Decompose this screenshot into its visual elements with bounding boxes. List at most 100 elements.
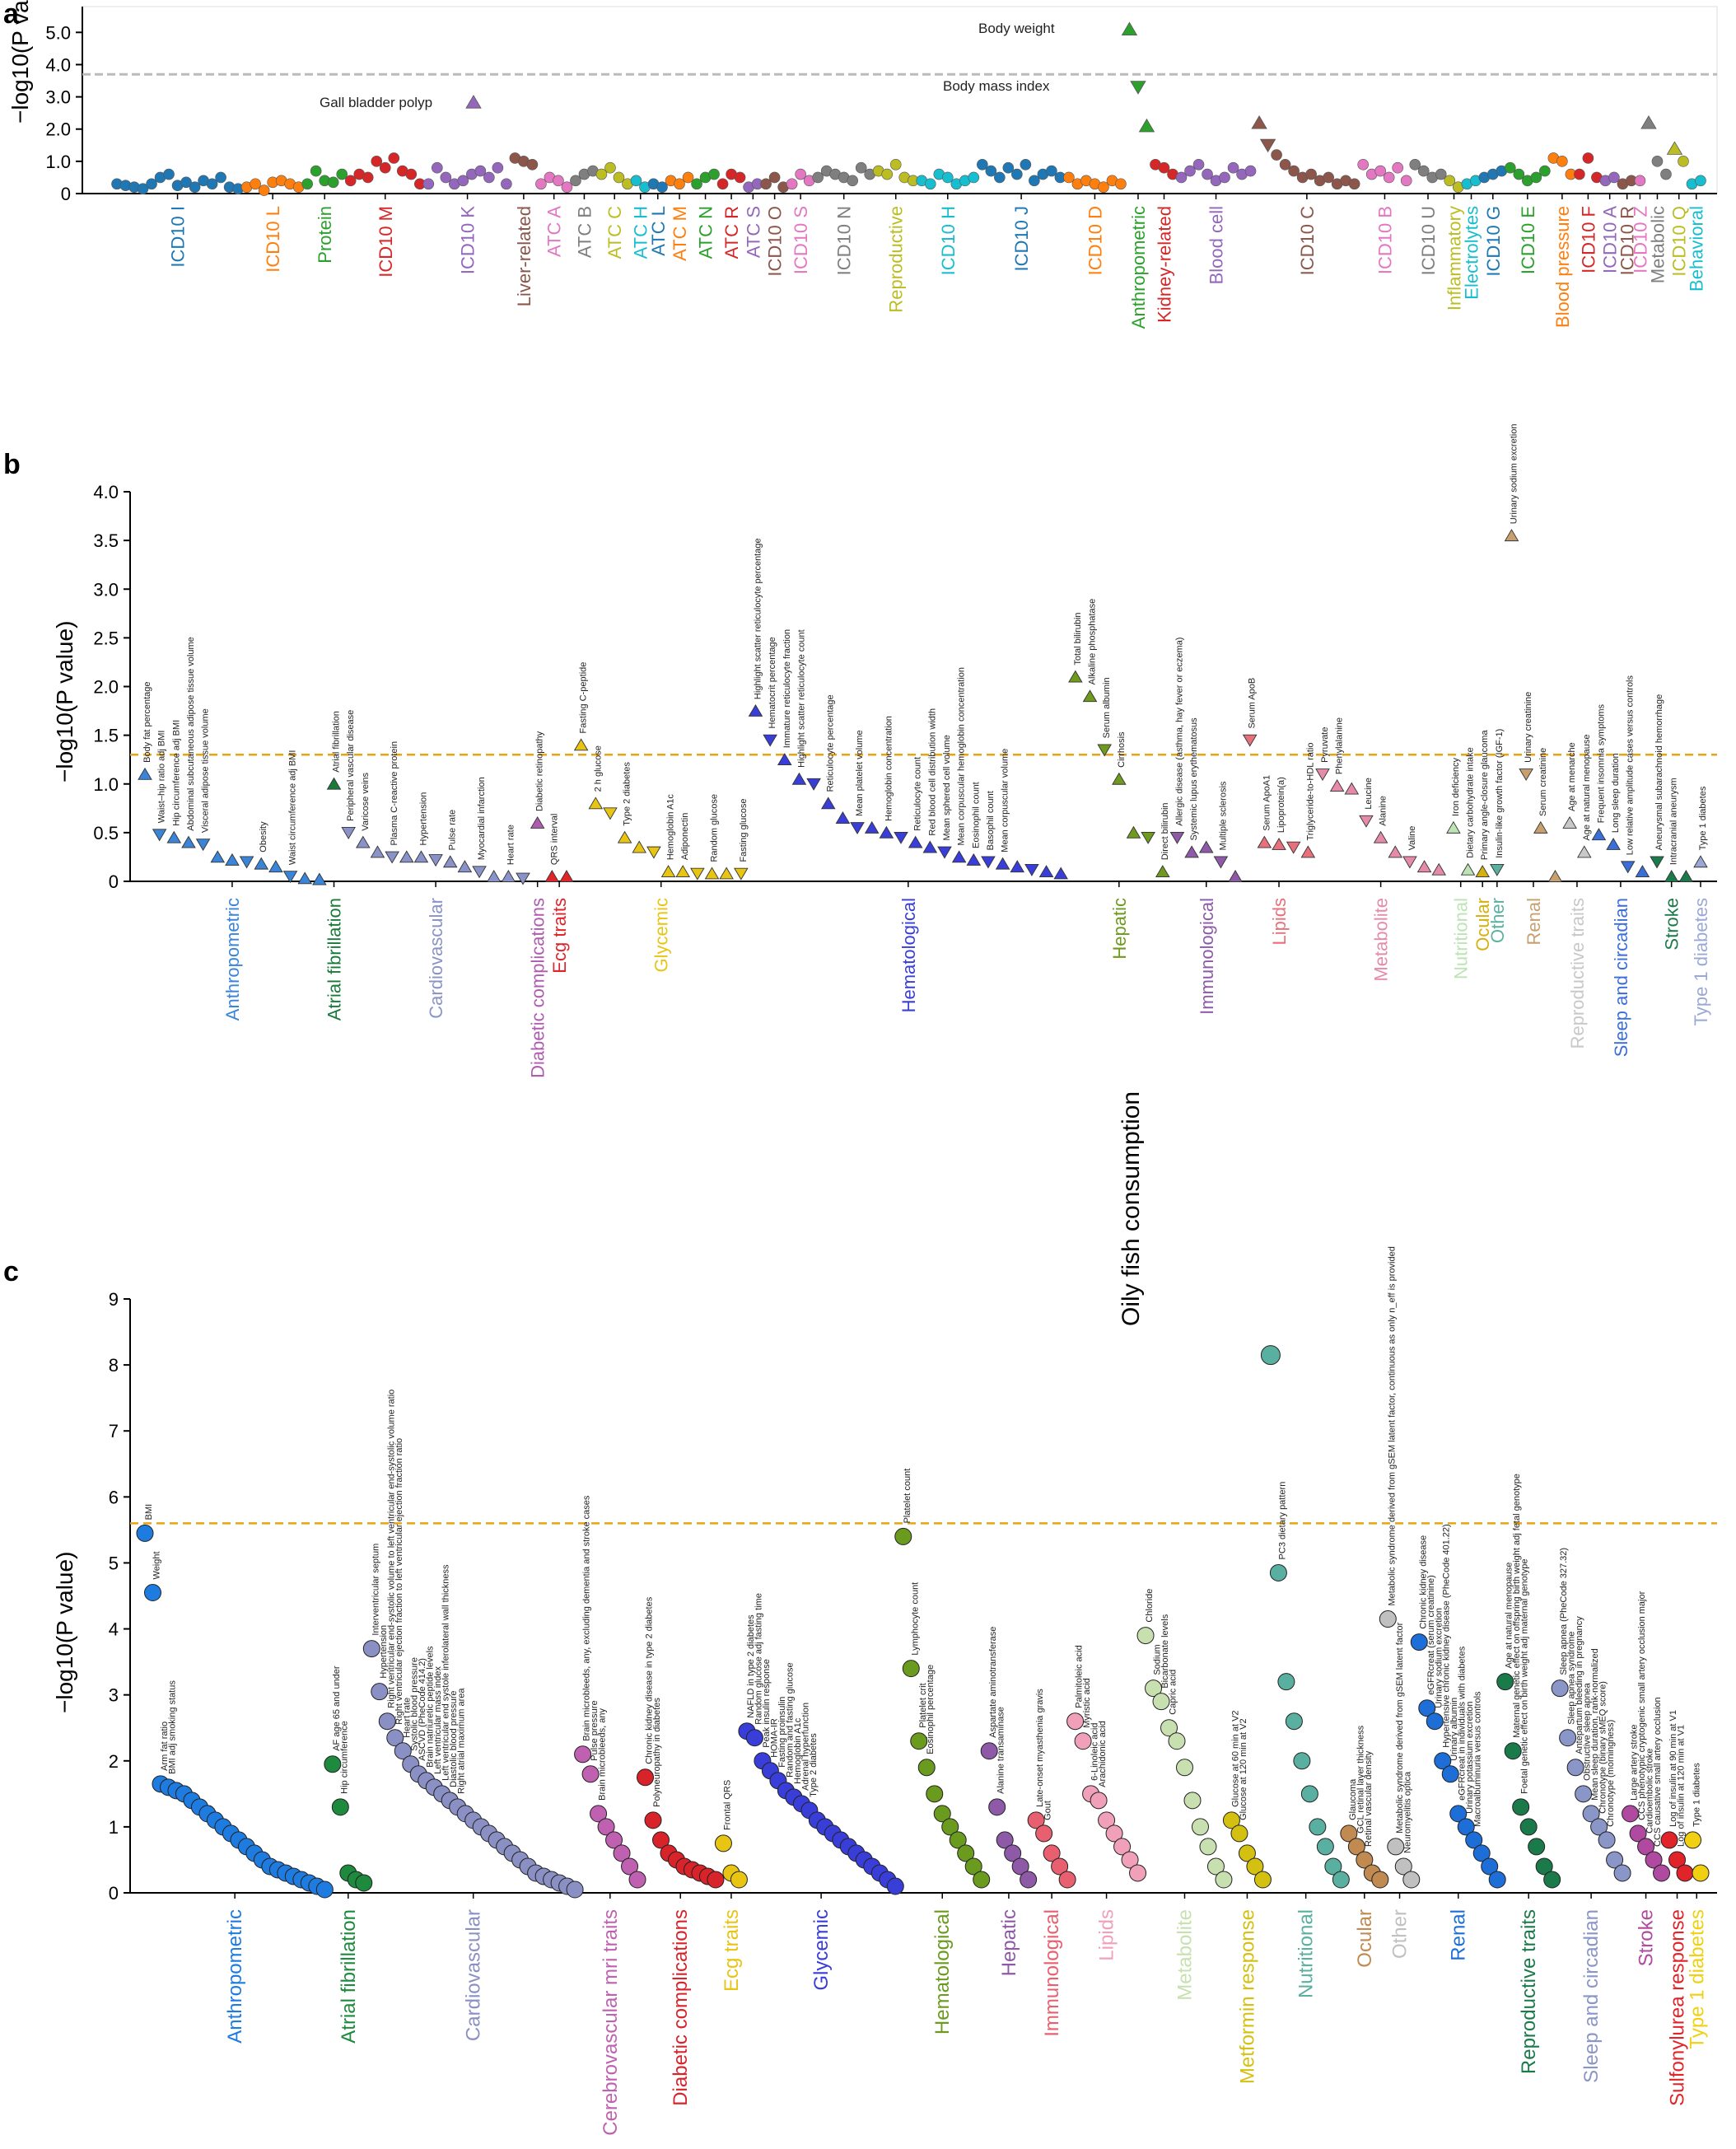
- panel-c-point-label: Bicarbonate levels: [1160, 1614, 1170, 1688]
- panel-b-point-metabolite: [1388, 845, 1403, 858]
- panel-c-point-hematological: [933, 1805, 951, 1823]
- panel-c-point-label: Polyneuropathy in diabetes: [652, 1698, 662, 1807]
- panel-a-category-behavioral: Behavioral: [1687, 206, 1707, 292]
- panel-b-point-metabolite: [1344, 782, 1360, 795]
- panel-b-point-sleep-and-circadian: [1606, 837, 1621, 850]
- panel-c-point-nutritional: [1277, 1673, 1295, 1691]
- panel-a-point-icd10-c: [1348, 178, 1360, 190]
- panel-c-point-lipids: [1090, 1792, 1108, 1810]
- panel-a-ytick-label: 1.0: [45, 152, 71, 172]
- panel-b-point-glycemic: [646, 846, 661, 859]
- panel-c-point-hepatic: [1004, 1844, 1022, 1862]
- panel-b-point-hepatic: [1097, 744, 1112, 757]
- panel-c-point-label: Hemoglobin A1c: [793, 1717, 803, 1784]
- panel-b-point-immunological: [1198, 840, 1214, 853]
- panel-b-ytick-label: 3.5: [93, 530, 119, 551]
- panel-c-category-cardiovascular: Cardiovascular: [463, 1909, 485, 2041]
- panel-a-point-icd10-u: [1417, 165, 1430, 177]
- panel-c-point-label: HOMA-IR: [769, 1718, 779, 1758]
- panel-c-point-label: Obstructive sleep apnea: [1583, 1682, 1593, 1781]
- panel-c-point-label: Pulse pressure: [590, 1700, 600, 1760]
- panel-b-category-reproductive-traits: Reproductive traits: [1567, 898, 1588, 1049]
- panel-b-point-metabolite: [1373, 830, 1388, 843]
- panel-b-point-hematological: [1053, 867, 1068, 880]
- panel-b-point-label: Pulse rate: [448, 810, 458, 851]
- panel-b-point-glycemic: [573, 738, 589, 751]
- panel-c-point-ocular: [1340, 1824, 1358, 1843]
- panel-c-point-label: Urinary sodium excretion: [1434, 1608, 1444, 1708]
- panel-a-point-icd10-j: [977, 158, 988, 171]
- panel-c-point-ocular: [1347, 1838, 1365, 1856]
- panel-c-point-label: Palmitoleic acid: [1075, 1645, 1085, 1708]
- panel-c-point-metformin-response: [1222, 1811, 1240, 1829]
- panel-b-point-glycemic: [660, 865, 676, 878]
- panel-b-point-label: Abdominal subcutaneous adipose tissue vo…: [186, 637, 196, 830]
- panel-a-category-icd10-z: ICD10 Z: [1630, 206, 1650, 273]
- panel-b-point-label: Systemic lupus erythematosus: [1189, 717, 1199, 841]
- panel-a-category-atc-a: ATC A: [544, 206, 565, 257]
- panel-a-point-icd10-b: [1383, 171, 1395, 184]
- panel-a-category-liver-related: Liver-related: [514, 206, 534, 306]
- panel-c-point-other: [1394, 1857, 1412, 1876]
- panel-c-point-anthropometric: [143, 1583, 161, 1601]
- panel-c-point-label: Foetal genetic effect on birth weight ad…: [1520, 1558, 1530, 1793]
- panel-a-category-blood-cell: Blood cell: [1206, 206, 1227, 284]
- panel-b-point-label: Serum ApoB: [1248, 678, 1258, 729]
- panel-c-point-ecg-traits: [730, 1871, 748, 1889]
- panel-a-point-icd10-c: [1251, 115, 1267, 129]
- label-gall-bladder-polyp: Gall bladder polyp: [320, 95, 432, 110]
- panel-c-category-sleep-and-circadian: Sleep and circadian: [1580, 1909, 1603, 2083]
- panel-a-point-anthropometric: [1138, 118, 1155, 133]
- panel-c-point-label: Glaucoma: [1348, 1778, 1358, 1820]
- panel-b-point-label: Highlight scatter reticulocyte count: [796, 629, 806, 768]
- panel-c-point-label: ASCVD (PheCode 414.2): [418, 1658, 427, 1761]
- panel-c-point-renal: [1481, 1857, 1499, 1876]
- panel-b-ytick-label: 1.0: [93, 774, 119, 795]
- panel-b-point-ecg-traits: [544, 870, 560, 882]
- panel-c-point-label: BMI adj smoking status: [167, 1680, 177, 1774]
- panel-b-point-label: Mean corpuscular volume: [1001, 749, 1010, 853]
- panel-c-point-label: Myristic acid: [1082, 1678, 1092, 1728]
- panel-b-point-anthropometric: [166, 830, 182, 843]
- panel-b-point-label: Total bilirubin: [1073, 612, 1083, 665]
- panel-c-point-sleep-and-circadian: [1566, 1759, 1584, 1777]
- panel-c-point-cerebrovascular-mri-traits: [597, 1818, 615, 1836]
- panel-c-ytick-label: 3: [109, 1685, 119, 1706]
- panel-b-point-label: Lipoprotein(a): [1276, 777, 1286, 833]
- panel-c-point-label: Systolic blood pressure: [410, 1657, 420, 1751]
- panel-b-point-label: Direct bilirubin: [1160, 802, 1170, 860]
- panel-b-point-label: Frequent insomnia symptoms: [1596, 703, 1606, 823]
- panel-b-point-label: Triglyceride-to-HDL ratio: [1305, 743, 1315, 841]
- panel-c-point-label: Weight: [152, 1551, 161, 1579]
- panel-a-point-protein: [310, 165, 322, 177]
- panel-b-point-immunological: [1169, 831, 1185, 844]
- panel-b-point-label: Cirrhosis: [1117, 731, 1127, 768]
- panel-b-point-reproductive-traits: [1562, 815, 1577, 829]
- panel-a-point-atc-a: [535, 178, 547, 190]
- panel-b-category-stroke: Stroke: [1662, 898, 1682, 951]
- panel-c-point-label: Chronic kidney disease: [1418, 1535, 1428, 1629]
- panel-a-point-atc-r: [734, 171, 746, 184]
- panel-c-point-hematological: [973, 1871, 991, 1889]
- panel-c-point-metabolite: [1215, 1871, 1233, 1889]
- panel-b-point-anthropometric: [152, 829, 167, 842]
- panel-b-ytick-label: 3.0: [93, 579, 119, 600]
- panel-c-point-label: Late-onset myasthenia gravis: [1035, 1689, 1045, 1807]
- panel-b-point-label: Mean sphered cell volume: [942, 735, 952, 840]
- panel-c-point-label: Chloride: [1145, 1589, 1155, 1623]
- panel-c-point-sleep-and-circadian: [1590, 1818, 1608, 1836]
- panel-a-point-atc-l: [656, 181, 668, 193]
- panel-a-point-icd10-k: [432, 161, 443, 174]
- panel-b-point-label: Type 1 diabetes: [1698, 786, 1708, 850]
- panel-c-point-label: Diastolic blood pressure: [449, 1690, 459, 1787]
- panel-c-point-diabetic-complications: [707, 1871, 725, 1889]
- panel-c-point-label: Log of insulin at 90 min at V1: [1668, 1710, 1678, 1827]
- panel-b-category-diabetic-complications: Diabetic complications: [528, 898, 548, 1078]
- panel-a-point-icd10-e: [1513, 168, 1525, 180]
- panel-b-point-label: Primary angle-closure glaucoma: [1480, 730, 1490, 861]
- panel-c-point-lipids: [1074, 1732, 1092, 1750]
- panel-c-point-glycemic: [745, 1729, 763, 1747]
- panel-b-point-label: Serum albumin: [1102, 677, 1112, 738]
- panel-c-point-label: Right atrial maximum area: [457, 1688, 467, 1794]
- panel-a-point-icd10-h: [924, 178, 936, 190]
